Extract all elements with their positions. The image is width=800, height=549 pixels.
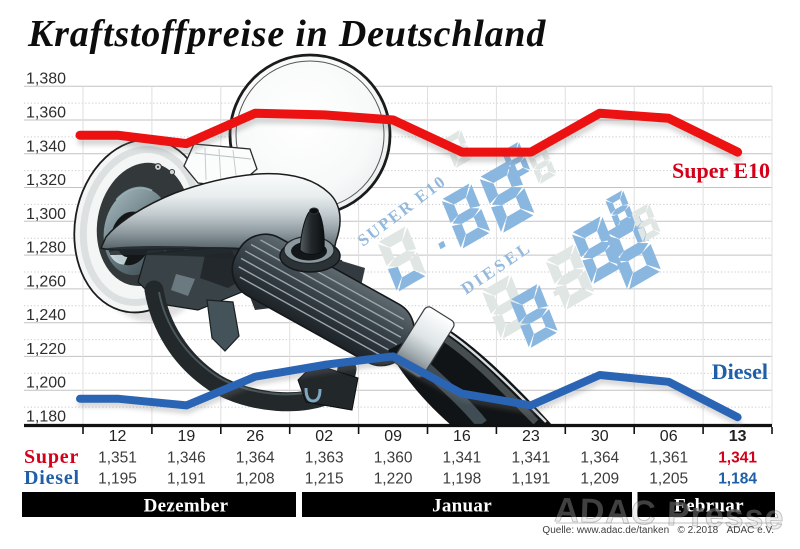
- svg-text:26: 26: [246, 428, 264, 445]
- svg-text:1,364: 1,364: [580, 450, 619, 467]
- svg-text:1,198: 1,198: [443, 471, 482, 488]
- svg-text:30: 30: [591, 428, 609, 445]
- svg-text:1,360: 1,360: [26, 105, 66, 122]
- svg-text:Diesel: Diesel: [24, 467, 80, 489]
- svg-text:1,215: 1,215: [305, 471, 344, 488]
- svg-text:16: 16: [453, 428, 471, 445]
- svg-text:Januar: Januar: [432, 496, 492, 517]
- svg-text:1,300: 1,300: [26, 206, 66, 223]
- svg-text:1,346: 1,346: [167, 450, 206, 467]
- svg-text:1,320: 1,320: [26, 172, 66, 189]
- svg-text:1,341: 1,341: [718, 450, 757, 467]
- svg-text:1,180: 1,180: [26, 409, 66, 426]
- svg-text:02: 02: [315, 428, 333, 445]
- svg-text:1,340: 1,340: [26, 138, 66, 155]
- svg-text:Super: Super: [24, 446, 79, 468]
- svg-text:1,341: 1,341: [443, 450, 482, 467]
- svg-text:1,363: 1,363: [305, 450, 344, 467]
- svg-text:1,205: 1,205: [649, 471, 688, 488]
- svg-text:Diesel: Diesel: [712, 359, 768, 384]
- svg-text:1,361: 1,361: [649, 450, 688, 467]
- svg-text:1,341: 1,341: [512, 450, 551, 467]
- svg-text:12: 12: [109, 428, 127, 445]
- svg-text:06: 06: [660, 428, 678, 445]
- svg-text:1,351: 1,351: [98, 450, 137, 467]
- svg-text:Quelle: www.adac.de/tanken ©: Quelle: www.adac.de/tanken © 2.2018 ADAC…: [542, 525, 774, 536]
- svg-text:1,191: 1,191: [512, 471, 551, 488]
- svg-text:13: 13: [729, 428, 747, 445]
- svg-text:Super E10: Super E10: [672, 158, 770, 183]
- svg-text:1,220: 1,220: [26, 341, 66, 358]
- svg-text:1,364: 1,364: [236, 450, 275, 467]
- svg-text:09: 09: [384, 428, 402, 445]
- svg-text:19: 19: [178, 428, 196, 445]
- svg-text:1,380: 1,380: [26, 71, 66, 88]
- svg-text:1,208: 1,208: [236, 471, 275, 488]
- svg-text:1,260: 1,260: [26, 273, 66, 290]
- svg-text:1,200: 1,200: [26, 375, 66, 392]
- svg-text:1,195: 1,195: [98, 471, 137, 488]
- svg-text:1,209: 1,209: [580, 471, 619, 488]
- svg-text:1,360: 1,360: [374, 450, 413, 467]
- svg-text:23: 23: [522, 428, 540, 445]
- svg-text:1,220: 1,220: [374, 471, 413, 488]
- svg-text:1,191: 1,191: [167, 471, 206, 488]
- svg-text:Dezember: Dezember: [144, 496, 229, 517]
- svg-text:1,184: 1,184: [718, 471, 757, 488]
- svg-text:Februar: Februar: [674, 496, 744, 517]
- svg-text:1,240: 1,240: [26, 307, 66, 324]
- svg-text:1,280: 1,280: [26, 240, 66, 257]
